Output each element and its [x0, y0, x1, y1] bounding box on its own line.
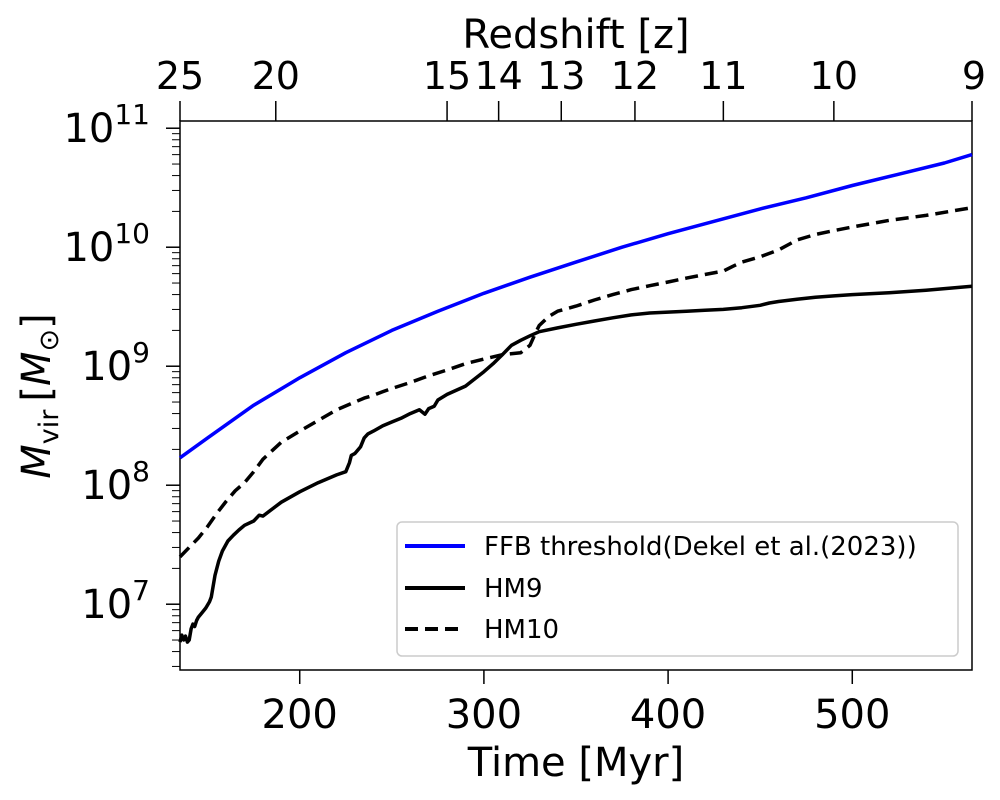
top-tick-label-11: 11: [699, 54, 747, 98]
series-layer: [178, 152, 973, 644]
legend-label-hm10: HM10: [484, 615, 559, 645]
ffb-threshold-line: [178, 152, 973, 460]
y-tick-label-10: 1010: [63, 217, 150, 271]
top-tick-label-14: 14: [474, 54, 522, 98]
hm9-line: [178, 284, 973, 644]
top-tick-label-25: 25: [156, 54, 204, 98]
top-tick-label-9: 9: [962, 54, 986, 98]
y-tick-label-7: 107: [81, 574, 150, 628]
axis-ticks: [166, 101, 973, 684]
top-tick-label-10: 10: [810, 54, 858, 98]
top-tick-label-12: 12: [611, 54, 659, 98]
x-tick-label-400: 400: [630, 692, 706, 738]
top-tick-label-15: 15: [423, 54, 471, 98]
y-axis-title-close: ]: [14, 313, 60, 329]
y-axis-title-open: [: [14, 386, 60, 402]
x-tick-label-500: 500: [814, 692, 890, 738]
x-tick-label-300: 300: [446, 692, 522, 738]
y-tick-label-11: 1011: [63, 98, 150, 152]
legend-box: [396, 521, 959, 657]
x-tick-label-200: 200: [262, 692, 338, 738]
y-axis-title-sub: vir: [34, 409, 65, 444]
y-axis-title: Mvir[M⊙]: [14, 313, 65, 478]
legend: FFB threshold(Dekel et al.(2023)) HM9 HM…: [396, 521, 959, 657]
y-axis-title-unit: M: [14, 352, 60, 387]
y-tick-label-9: 109: [81, 336, 150, 390]
top-tick-label-13: 13: [537, 54, 585, 98]
hm10-line: [178, 205, 973, 559]
plot-frame: [179, 120, 973, 671]
y-tick-label-8: 108: [81, 455, 150, 509]
top-tick-label-20: 20: [252, 54, 300, 98]
x-axis-title: Time [Myr]: [467, 740, 684, 786]
legend-label-hm9: HM9: [484, 574, 543, 604]
y-axis-title-unit-sub: ⊙: [34, 329, 65, 352]
legend-label-ffb: FFB threshold(Dekel et al.(2023)): [484, 532, 917, 562]
y-axis-title-main: M: [14, 444, 60, 479]
top-axis-title: Redshift [z]: [462, 12, 689, 58]
